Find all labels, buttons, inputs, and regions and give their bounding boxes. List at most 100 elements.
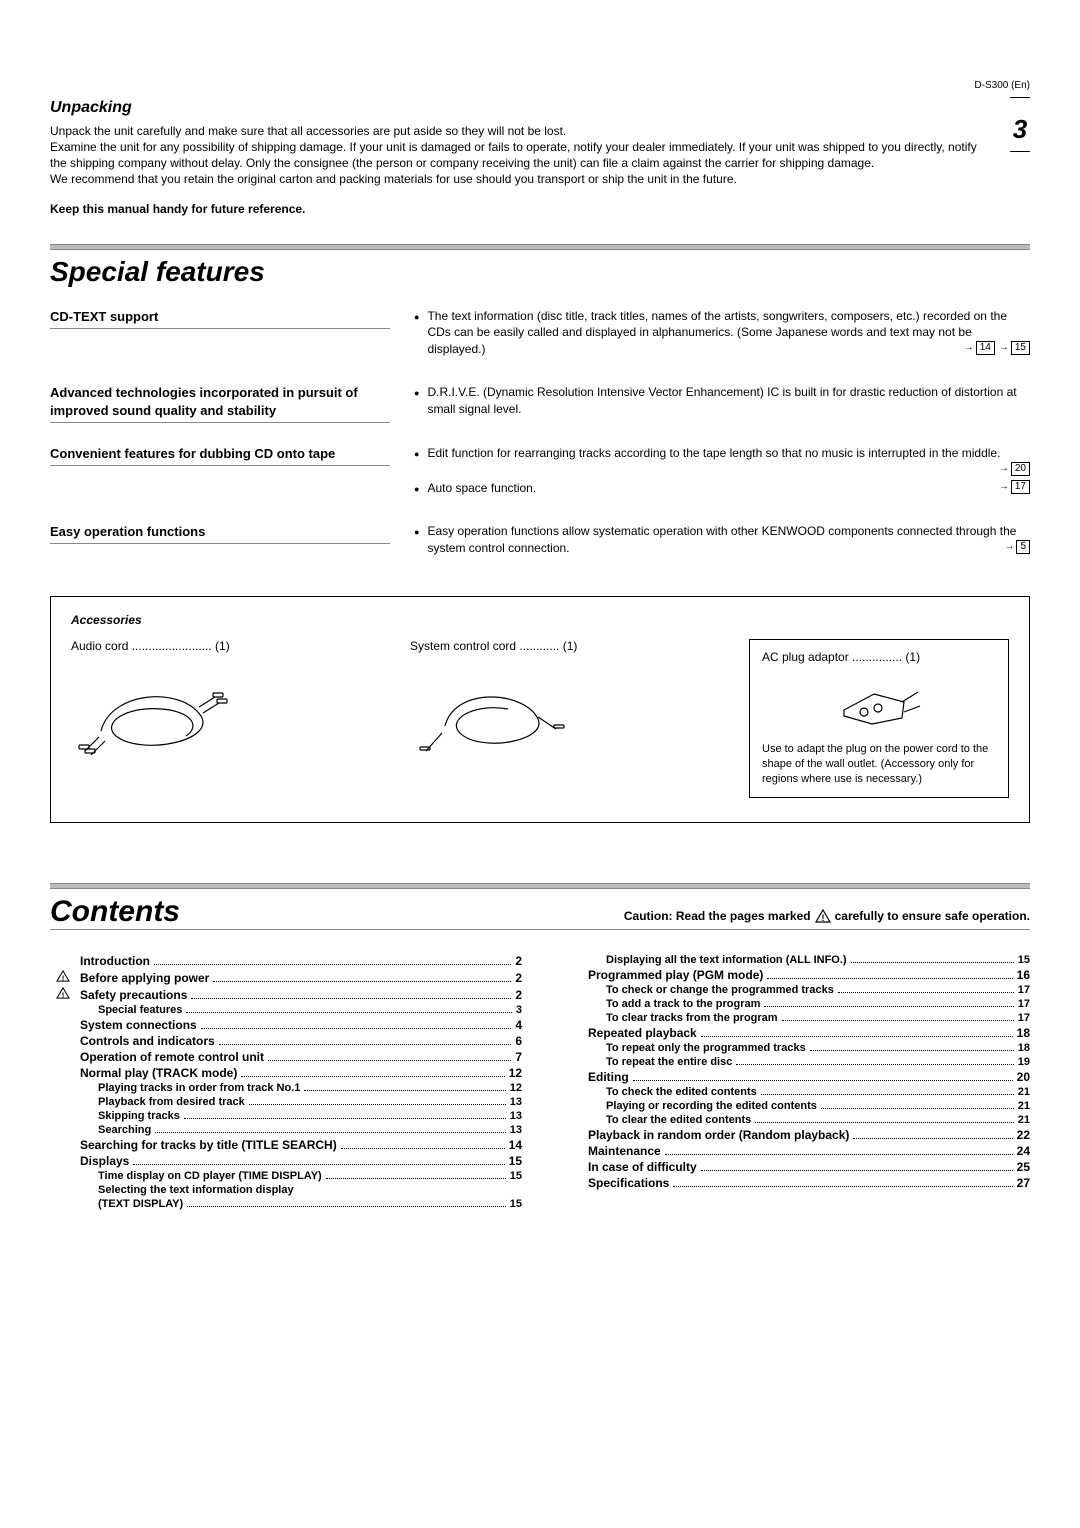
- toc-label: Before applying power: [80, 971, 209, 985]
- unpacking-section: Unpacking Unpack the unit carefully and …: [50, 97, 1030, 218]
- toc-item: Playing or recording the edited contents…: [558, 1100, 1030, 1112]
- toc-page: 22: [1017, 1128, 1030, 1142]
- toc-label: Specifications: [588, 1176, 669, 1190]
- toc-page: 21: [1018, 1114, 1030, 1126]
- toc-dots: [673, 1186, 1012, 1187]
- toc-label: Playback in random order (Random playbac…: [588, 1128, 849, 1142]
- page-number: 3: [1010, 112, 1030, 147]
- warning-icon: !: [56, 970, 80, 982]
- toc-item: Introduction2: [50, 954, 522, 968]
- toc-item: Selecting the text information display: [50, 1184, 522, 1196]
- toc-dots: [665, 1154, 1013, 1155]
- ac-adaptor-note: Use to adapt the plug on the power cord …: [762, 742, 996, 787]
- page-ref: →5: [1004, 540, 1030, 554]
- toc-dots: [184, 1118, 506, 1119]
- page-ref-group: →17: [999, 480, 1030, 494]
- toc-item: Programmed play (PGM mode)16: [558, 968, 1030, 982]
- toc-dots: [133, 1164, 504, 1165]
- toc-page: 12: [510, 1082, 522, 1094]
- toc-item: To repeat the entire disc19: [558, 1056, 1030, 1068]
- toc-page: 21: [1018, 1100, 1030, 1112]
- toc-page: 15: [509, 1154, 522, 1168]
- toc-label: Controls and indicators: [80, 1034, 215, 1048]
- feature-row: CD-TEXT support ● The text information (di…: [50, 308, 1030, 362]
- feature-bullet: ●Edit function for rearranging tracks ac…: [414, 445, 1030, 476]
- toc-item: Searching for tracks by title (TITLE SEA…: [50, 1138, 522, 1152]
- feature-row: Convenient features for dubbing CD onto …: [50, 445, 1030, 501]
- toc-label: System connections: [80, 1018, 197, 1032]
- page-ref-group: →14 →15: [964, 341, 1030, 355]
- warning-icon: !: [56, 987, 80, 999]
- toc-label: In case of difficulty: [588, 1160, 697, 1174]
- system-cord-label: System control cord ............ (1): [410, 639, 729, 653]
- toc-item: Normal play (TRACK mode)12: [50, 1066, 522, 1080]
- feature-text: Edit function for rearranging tracks acc…: [427, 445, 1030, 476]
- toc-page: 18: [1017, 1026, 1030, 1040]
- page-ref: →17: [999, 480, 1030, 494]
- page-number-tab: 3: [1010, 97, 1030, 152]
- page-ref: →15: [999, 341, 1030, 355]
- toc-dots: [701, 1036, 1013, 1037]
- divider: [50, 883, 1030, 889]
- toc-dots: [304, 1090, 505, 1091]
- feature-heading: CD-TEXT support: [50, 308, 390, 329]
- toc-dots: [241, 1076, 504, 1077]
- toc-page: 4: [515, 1018, 522, 1032]
- svg-text:!: !: [821, 913, 824, 923]
- toc-item: Playing tracks in order from track No.11…: [50, 1082, 522, 1094]
- page-ref: →20: [999, 462, 1030, 476]
- toc-page: 18: [1018, 1042, 1030, 1054]
- toc-item: Specifications27: [558, 1176, 1030, 1190]
- features-list: CD-TEXT support ● The text information (di…: [50, 308, 1030, 561]
- contents-title: Contents: [50, 895, 180, 929]
- page-ref-group: →20: [999, 462, 1030, 476]
- feature-heading: Easy operation functions: [50, 523, 390, 544]
- toc-dots: [249, 1104, 506, 1105]
- feature-heading: Convenient features for dubbing CD onto …: [50, 445, 390, 466]
- toc-dots: [853, 1138, 1012, 1139]
- toc-label: To check or change the programmed tracks: [606, 984, 834, 996]
- toc-item: Repeated playback18: [558, 1026, 1030, 1040]
- toc-label: Normal play (TRACK mode): [80, 1066, 237, 1080]
- toc-item: (TEXT DISPLAY)15: [50, 1198, 522, 1210]
- toc: Introduction2!Before applying power2!Saf…: [50, 952, 1030, 1212]
- feature-row: Easy operation functions ● Easy operation …: [50, 523, 1030, 561]
- toc-dots: [821, 1108, 1014, 1109]
- toc-label: Special features: [98, 1004, 182, 1016]
- toc-label: Displaying all the text information (ALL…: [606, 954, 847, 966]
- toc-page: 16: [1017, 968, 1030, 982]
- toc-label: To check the edited contents: [606, 1086, 757, 1098]
- bullet-icon: ●: [414, 526, 419, 539]
- feature-text: Easy operation functions allow systemati…: [427, 523, 1030, 557]
- bullet-icon: ●: [414, 387, 419, 400]
- toc-page: 7: [515, 1050, 522, 1064]
- ac-adaptor-label: AC plug adaptor ............... (1): [762, 650, 996, 664]
- system-cord-icon: [410, 661, 580, 761]
- toc-item: !Safety precautions2: [50, 987, 522, 1002]
- contents-caution: Caution: Read the pages marked ! careful…: [624, 909, 1030, 929]
- toc-page: 17: [1018, 984, 1030, 996]
- toc-dots: [213, 981, 511, 982]
- toc-dots: [851, 962, 1014, 963]
- toc-label: Playing or recording the edited contents: [606, 1100, 817, 1112]
- feature-text: The text information (disc title, track …: [427, 308, 1030, 358]
- toc-label: To clear tracks from the program: [606, 1012, 778, 1024]
- toc-label: To clear the edited contents: [606, 1114, 751, 1126]
- feature-bullet: ● The text information (disc title, track…: [414, 308, 1030, 358]
- toc-left: Introduction2!Before applying power2!Saf…: [50, 952, 522, 1212]
- toc-item: In case of difficulty25: [558, 1160, 1030, 1174]
- toc-page: 13: [510, 1124, 522, 1136]
- toc-page: 13: [510, 1096, 522, 1108]
- toc-item: Editing20: [558, 1070, 1030, 1084]
- feature-text: D.R.I.V.E. (Dynamic Resolution Intensive…: [427, 384, 1030, 418]
- toc-page: 17: [1018, 998, 1030, 1010]
- toc-dots: [268, 1060, 511, 1061]
- bullet-icon: ●: [414, 311, 419, 324]
- toc-dots: [764, 1006, 1013, 1007]
- toc-item: Searching13: [50, 1124, 522, 1136]
- toc-item: Playback in random order (Random playbac…: [558, 1128, 1030, 1142]
- toc-item: System connections 4: [50, 1018, 522, 1032]
- page-ref: →14: [964, 341, 995, 355]
- audio-cord-label: Audio cord ........................ (1): [71, 639, 390, 653]
- toc-dots: [810, 1050, 1014, 1051]
